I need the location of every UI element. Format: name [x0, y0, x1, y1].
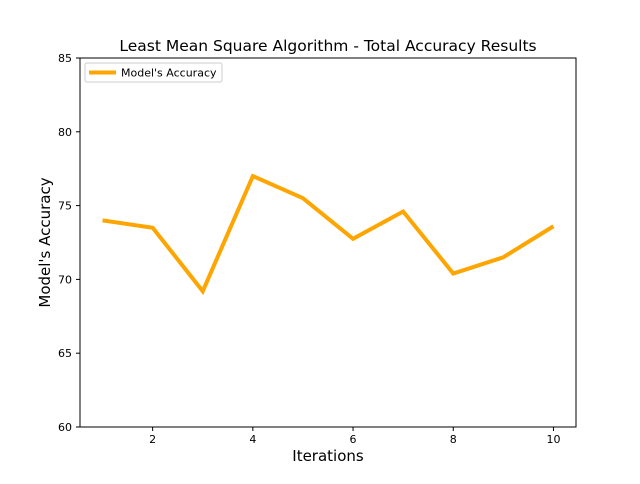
series-line [102, 173, 555, 296]
plot-frame [79, 57, 577, 428]
legend: Model's Accuracy [84, 62, 223, 83]
y-tick-label: 65 [58, 347, 72, 360]
x-axis-label: Iterations [292, 447, 364, 465]
x-tick-label: 4 [249, 433, 256, 446]
x-axis-ticks: 2 4 6 8 10 [149, 427, 560, 446]
y-tick-label: 85 [58, 52, 72, 65]
legend-label: Model's Accuracy [121, 67, 217, 80]
chart-title: Least Mean Square Algorithm - Total Accu… [119, 37, 536, 55]
x-tick-label: 10 [546, 433, 560, 446]
y-tick-label: 80 [58, 126, 72, 139]
y-tick-label: 70 [58, 273, 72, 286]
y-axis-ticks: 60 65 70 75 80 85 [58, 52, 80, 434]
y-axis-label: Model's Accuracy [36, 177, 54, 307]
y-tick-label: 60 [58, 421, 72, 434]
y-tick-label: 75 [58, 200, 72, 213]
x-tick-label: 2 [149, 433, 156, 446]
series-layer [102, 173, 555, 296]
x-tick-label: 8 [450, 433, 457, 446]
legend-box [84, 62, 223, 83]
x-tick-label: 6 [350, 433, 357, 446]
